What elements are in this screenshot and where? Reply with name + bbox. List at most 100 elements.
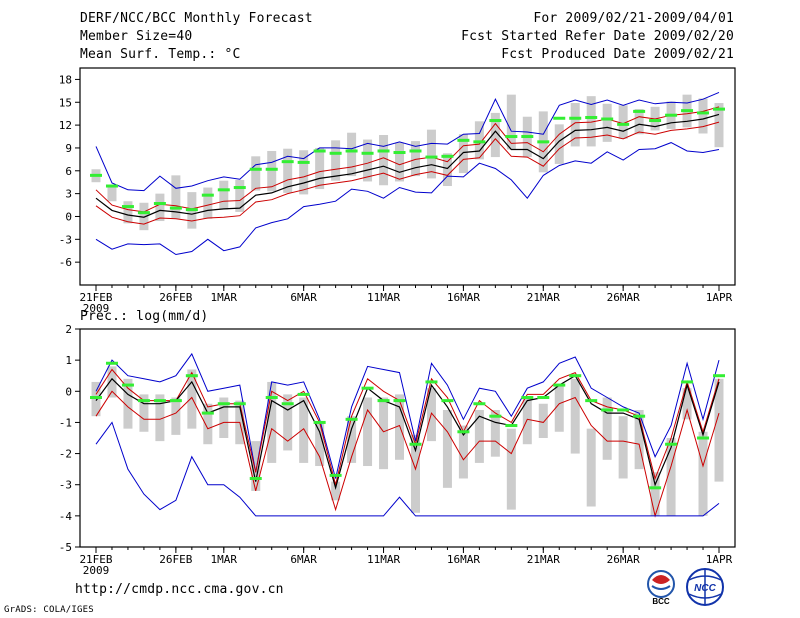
precip-obs-marker — [521, 396, 534, 400]
precip-ytick-label: -1 — [59, 416, 72, 429]
temp-plot-frame — [79, 67, 736, 286]
temp-obs-marker — [681, 109, 694, 113]
precip-spread-box — [187, 369, 197, 429]
precip-obs-marker — [281, 402, 294, 406]
temp-xtick-sublabel: 2009 — [83, 302, 110, 315]
temp-obs-marker — [569, 116, 582, 120]
refer-date: Fcst Started Refer Date 2009/02/20 — [461, 29, 734, 44]
temp-obs-marker — [409, 149, 422, 153]
temp-series-upper — [95, 106, 720, 213]
grads-credit: GrADS: COLA/IGES — [4, 605, 94, 615]
temp-spread-box — [155, 193, 165, 222]
precip-spread-box — [586, 428, 596, 507]
temp-ytick-label: 3 — [65, 188, 72, 201]
temp-spread-box — [634, 109, 644, 135]
precip-spread-box — [490, 409, 500, 457]
temp-obs-marker — [521, 135, 534, 139]
temp-obs-marker — [297, 160, 310, 164]
chart-title: DERF/NCC/BCC Monthly Forecast — [80, 11, 313, 26]
temp-obs-marker — [185, 208, 198, 212]
temp-obs-marker — [713, 107, 725, 111]
precip-ytick-label: 2 — [65, 323, 72, 336]
precip-spread-box — [107, 366, 117, 398]
precip-spread-box — [363, 397, 373, 467]
precip-spread-box — [251, 441, 261, 491]
precip-obs-marker — [713, 374, 725, 378]
precip-obs-marker — [313, 420, 326, 424]
precip-series-max — [95, 352, 720, 479]
precip-spread-box — [682, 388, 692, 420]
temp-obs-marker — [361, 151, 374, 155]
precip-obs-marker — [297, 392, 310, 396]
temp-spread-box — [347, 132, 357, 177]
temp-obs-marker — [249, 167, 262, 171]
temp-spread-box — [698, 98, 708, 134]
precip-spread-box — [347, 416, 357, 463]
temp-obs-marker — [601, 117, 614, 121]
precip-obs-marker — [121, 383, 134, 387]
precip-spread-box — [666, 438, 676, 516]
precip-obs-marker — [505, 424, 518, 428]
precip-spread-box — [538, 403, 548, 438]
temp-obs-marker — [537, 140, 550, 144]
precip-series-min — [95, 421, 720, 517]
temp-series-min — [95, 142, 720, 256]
precip-obs-marker — [361, 386, 374, 390]
temp-obs-marker — [489, 119, 502, 123]
precip-obs-marker — [489, 414, 502, 418]
precip-spread-box — [522, 397, 532, 445]
precip-spread-box — [442, 409, 452, 488]
temp-spread-box — [490, 112, 500, 158]
temp-obs-marker — [585, 115, 598, 119]
temp-xtick-label: 26MAR — [607, 291, 640, 304]
temp-obs-marker — [457, 138, 470, 142]
precip-obs-marker — [345, 417, 358, 421]
precip-obs-marker — [681, 380, 694, 384]
precip-obs-marker — [633, 414, 646, 418]
temp-obs-marker — [281, 160, 294, 164]
temp-spread-box — [283, 148, 293, 193]
temp-spread-box — [315, 147, 325, 190]
precip-spread-box — [315, 422, 325, 467]
temp-obs-marker — [313, 149, 326, 153]
temp-spread-box — [586, 96, 596, 147]
bcc-logo-wave — [651, 585, 671, 590]
precip-spread-box — [123, 378, 133, 429]
precip-obs-marker — [329, 473, 342, 477]
bcc-logo-flame — [652, 575, 670, 584]
precip-obs-marker — [473, 402, 486, 406]
precip-obs-marker — [457, 430, 470, 434]
temp-obs-marker — [425, 155, 438, 159]
temp-obs-marker — [233, 186, 246, 190]
temp-obs-marker — [121, 205, 134, 209]
temp-obs-marker — [345, 149, 358, 153]
precip-spread-box — [570, 378, 580, 454]
precip-spread-box — [379, 397, 389, 470]
temp-xtick-label: 21FEB — [79, 291, 112, 304]
precip-xtick-label: 21MAR — [527, 553, 560, 566]
temp-ytick-label: 0 — [65, 210, 72, 223]
temp-obs-marker — [265, 167, 278, 171]
temp-obs-marker — [105, 184, 118, 188]
temp-series-mean — [95, 113, 720, 218]
precip-spread-box — [299, 397, 309, 463]
precip-obs-marker — [537, 396, 550, 400]
precip-spread-box — [171, 397, 181, 435]
temp-spread-box — [618, 105, 628, 139]
temp-ytick-label: -3 — [59, 233, 72, 246]
temp-ytick-label: 9 — [65, 142, 72, 155]
temp-obs-marker — [217, 188, 230, 192]
temp-spread-box — [714, 103, 724, 148]
temp-obs-marker — [153, 202, 166, 206]
precip-spread-box — [91, 381, 101, 417]
source-url[interactable]: http://cmdp.ncc.cma.gov.cn — [75, 582, 284, 597]
temp-ytick-label: 6 — [65, 165, 72, 178]
bcc-logo-text: BCC — [652, 597, 670, 606]
temp-spread-box — [570, 103, 580, 147]
precip-obs-marker — [153, 399, 166, 403]
temp-xtick-label: 16MAR — [447, 291, 480, 304]
bcc-logo: BCC — [647, 570, 675, 606]
precip-xtick-label: 21FEB — [79, 553, 112, 566]
